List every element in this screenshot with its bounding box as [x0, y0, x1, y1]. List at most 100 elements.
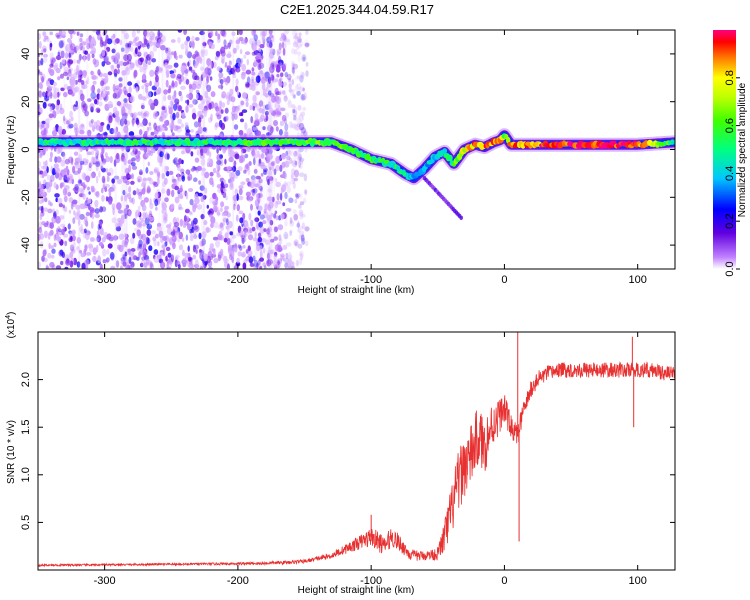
snr-x-label: Height of straight line (km) [298, 585, 415, 596]
noise-speck [181, 249, 185, 257]
noise-speck [178, 90, 182, 97]
noise-speck [207, 266, 213, 269]
noise-speck [243, 220, 249, 228]
noise-speck [236, 90, 240, 96]
noise-speck [161, 202, 166, 209]
noise-speck [161, 208, 167, 215]
noise-speck [126, 172, 130, 181]
noise-speck [293, 213, 299, 221]
noise-speck [123, 194, 128, 202]
noise-speck [174, 179, 177, 187]
noise-speck [153, 91, 157, 97]
noise-speck [236, 257, 240, 264]
noise-speck [92, 255, 97, 263]
noise-speck [212, 167, 217, 174]
noise-speck [258, 245, 263, 251]
noise-speck [184, 40, 189, 46]
noise-speck [45, 264, 49, 269]
noise-speck [299, 160, 303, 165]
noise-speck [198, 180, 202, 185]
noise-speck [193, 121, 199, 128]
noise-speck [137, 111, 143, 116]
noise-speck [166, 153, 170, 160]
noise-speck [142, 204, 147, 212]
noise-speck [175, 254, 180, 259]
noise-speck [146, 186, 151, 193]
noise-speck [72, 199, 78, 205]
noise-speck [295, 259, 300, 267]
noise-speck [243, 227, 249, 233]
noise-speck [43, 230, 48, 239]
noise-speck [40, 71, 43, 76]
noise-speck [280, 153, 287, 160]
noise-speck [199, 185, 205, 192]
noise-speck [113, 39, 117, 46]
noise-speck [145, 236, 150, 245]
noise-speck [284, 219, 289, 227]
noise-speck [79, 33, 84, 38]
noise-speck [233, 113, 238, 120]
noise-speck [67, 38, 71, 43]
noise-speck [195, 89, 200, 94]
noise-speck [299, 172, 305, 177]
noise-speck [65, 43, 71, 52]
noise-speck [241, 63, 247, 72]
noise-speck [148, 245, 153, 252]
noise-speck [38, 90, 41, 98]
noise-speck [64, 52, 69, 59]
noise-speck [171, 132, 175, 137]
noise-speck [171, 189, 175, 198]
noise-speck [68, 59, 74, 65]
noise-speck [88, 245, 94, 253]
noise-speck [52, 167, 56, 176]
noise-speck [215, 112, 220, 117]
noise-speck [204, 49, 208, 57]
noise-speck [62, 204, 65, 209]
noise-speck [105, 86, 110, 91]
noise-speck [270, 249, 275, 255]
noise-speck [101, 93, 106, 98]
noise-speck [99, 227, 104, 236]
noise-speck [113, 175, 120, 180]
noise-speck [38, 226, 42, 234]
noise-speck [204, 187, 208, 194]
noise-speck [293, 94, 296, 99]
noise-speck [64, 206, 68, 213]
noise-speck [228, 60, 232, 66]
noise-speck [144, 259, 150, 266]
noise-speck [63, 118, 69, 125]
noise-speck [152, 236, 157, 242]
noise-speck [302, 87, 306, 92]
noise-speck [95, 175, 99, 184]
noise-streak [143, 30, 145, 269]
noise-speck [181, 175, 186, 182]
noise-speck [235, 67, 241, 73]
noise-speck [139, 243, 143, 249]
noise-speck [123, 158, 127, 166]
noise-speck [296, 36, 302, 44]
noise-speck [143, 110, 150, 118]
noise-speck [275, 215, 279, 221]
noise-speck [178, 105, 183, 112]
noise-speck [72, 217, 76, 225]
noise-speck [245, 223, 249, 229]
noise-speck [164, 197, 169, 203]
noise-speck [256, 262, 259, 269]
noise-speck [199, 249, 202, 254]
noise-speck [112, 92, 117, 99]
noise-speck [52, 129, 58, 137]
noise-speck [294, 37, 300, 45]
noise-speck [49, 31, 53, 36]
noise-speck [79, 129, 85, 135]
noise-speck [145, 259, 151, 265]
noise-speck [49, 229, 54, 236]
noise-speck [169, 100, 174, 106]
noise-speck [38, 41, 42, 49]
noise-speck [91, 71, 95, 77]
noise-speck [229, 67, 235, 75]
noise-speck [203, 105, 208, 112]
noise-speck [249, 263, 255, 267]
noise-speck [239, 49, 243, 55]
noise-speck [303, 131, 307, 137]
noise-speck [108, 167, 114, 176]
